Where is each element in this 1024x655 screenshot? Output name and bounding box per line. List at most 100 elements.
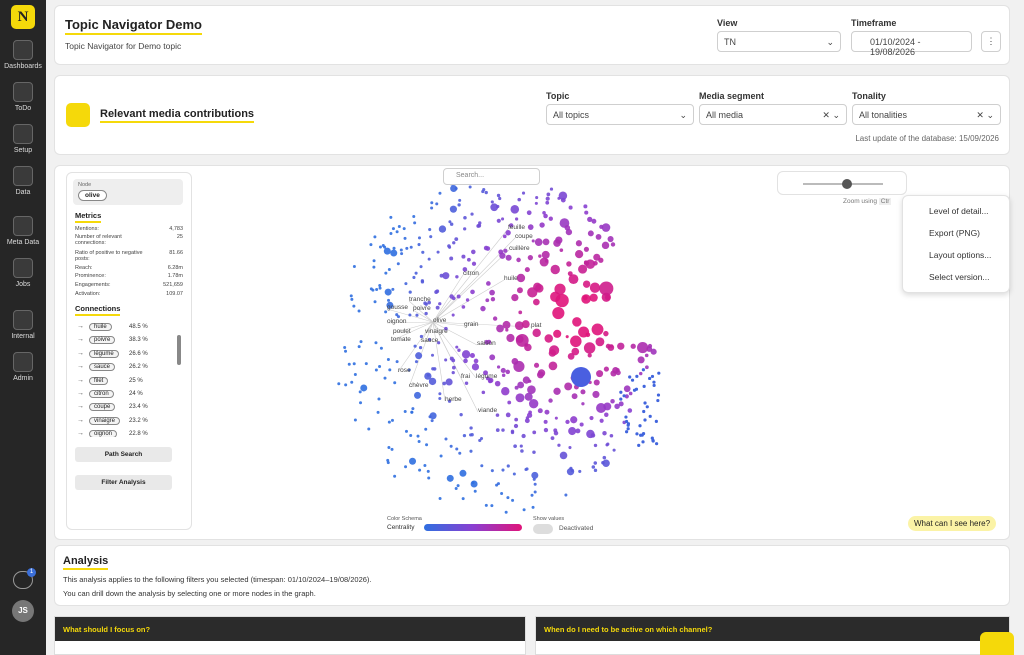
node-label[interactable]: gousse [387, 304, 408, 311]
node-label[interactable]: cuillère [509, 245, 530, 252]
nav-item[interactable]: Meta Data [0, 216, 46, 246]
zoom-control[interactable] [777, 171, 907, 195]
graph-node [397, 225, 401, 229]
timeframe-select[interactable]: 01/10/2024 - 19/08/2026 [851, 31, 972, 57]
graph-node [559, 248, 564, 252]
graph-node [564, 493, 568, 497]
zoom-thumb[interactable] [842, 179, 852, 189]
node-label[interactable]: feuille [508, 224, 525, 231]
node-label[interactable]: plat [531, 322, 542, 329]
node-label[interactable]: rose [398, 367, 411, 374]
node-label[interactable]: herbe [445, 396, 462, 403]
connection-chip[interactable]: filet [89, 376, 109, 385]
menu-item[interactable]: Export (PNG) [929, 228, 981, 238]
connection-chip[interactable]: huile [89, 323, 112, 331]
tonality-select[interactable]: All tonalities ✕ ⌄ [852, 104, 1001, 125]
node-label[interactable]: chèvre [409, 382, 429, 389]
connection-chip[interactable]: vinaigre [89, 416, 121, 425]
graph-node [429, 412, 437, 420]
graph-node [619, 397, 623, 401]
graph-node [554, 283, 566, 295]
connection-chip[interactable]: oignon [89, 430, 118, 437]
graph-node [414, 360, 419, 364]
chat-button[interactable] [980, 632, 1014, 655]
graph-node [565, 335, 569, 339]
node-label[interactable]: tranche [409, 296, 431, 303]
nav-item[interactable]: Setup [0, 124, 46, 154]
node-label[interactable]: coupe [515, 233, 533, 240]
node-label[interactable]: sauce [421, 337, 439, 344]
graph-node [531, 471, 539, 479]
graph-node [505, 254, 512, 261]
graph-node [533, 362, 540, 368]
node-label[interactable]: poulet [393, 328, 411, 335]
graph-node [449, 444, 453, 448]
connection-chip[interactable]: légume [89, 349, 119, 358]
graph-node [514, 217, 519, 221]
graph-node [390, 418, 394, 422]
nav-item[interactable]: Jobs [0, 258, 46, 288]
node-label[interactable]: légume [476, 373, 498, 380]
graph-node [557, 443, 561, 447]
graph-node [375, 287, 379, 291]
nav-item[interactable]: Data [0, 166, 46, 196]
graph-node [507, 400, 512, 405]
graph-node [374, 368, 378, 372]
help-button[interactable]: What can I see here? [908, 516, 997, 531]
node-label[interactable]: poivre [413, 305, 431, 312]
graph-node [531, 505, 535, 509]
connection-chip[interactable]: poivre [89, 336, 116, 345]
logo[interactable]: N [11, 5, 35, 29]
filter-analysis-button[interactable]: Filter Analysis [75, 475, 172, 490]
graph-node [605, 343, 611, 349]
graph-node [572, 317, 582, 327]
search-box[interactable]: Search... [443, 168, 540, 185]
nav-item[interactable]: Internal [0, 310, 46, 340]
node-label[interactable]: oignon [387, 318, 407, 325]
graph-node [452, 241, 456, 245]
nav-icon [13, 310, 33, 330]
connection-chip[interactable]: citron [89, 390, 114, 398]
nav-item[interactable]: Dashboards [0, 40, 46, 70]
connection-chip[interactable]: coupe [89, 403, 116, 412]
node-label[interactable]: huile [504, 275, 518, 282]
node-label[interactable]: citron [463, 270, 479, 277]
graph-node [583, 204, 588, 209]
graph-node [648, 376, 652, 381]
graph-node [591, 465, 596, 469]
nav-item[interactable]: Admin [0, 352, 46, 382]
graph-node [575, 428, 581, 434]
bell-icon[interactable] [13, 571, 33, 589]
view-select[interactable]: TN ⌄ [717, 31, 841, 52]
channel-panel-title: When do I need to be active on which cha… [536, 617, 1009, 641]
nav-icon [13, 40, 33, 60]
node-label[interactable]: olive [433, 317, 447, 324]
graph-node [610, 242, 616, 247]
graph-node [437, 341, 441, 345]
show-values-toggle[interactable] [533, 524, 553, 534]
node-label[interactable]: viande [478, 407, 498, 414]
menu-item[interactable]: Select version... [929, 272, 990, 282]
node-label[interactable]: frai [461, 373, 470, 380]
path-search-button[interactable]: Path Search [75, 447, 172, 462]
connection-chip[interactable]: sauce [89, 363, 116, 372]
node-label[interactable]: grain [464, 321, 479, 328]
node-label[interactable]: saison [477, 340, 496, 347]
graph-node [575, 240, 582, 247]
more-button[interactable]: ⋮ [981, 31, 1001, 52]
topic-select[interactable]: All topics ⌄ [546, 104, 694, 125]
graph-node [623, 385, 631, 393]
graph[interactable]: feuille coupe cuillère citron huile tranchego… [55, 166, 1009, 539]
graph-node [584, 210, 589, 215]
node-label[interactable]: vinaigre [425, 328, 448, 335]
media-select[interactable]: All media ✕ ⌄ [699, 104, 847, 125]
node-chip[interactable]: olive [78, 190, 107, 201]
avatar[interactable]: JS [12, 600, 34, 622]
node-label[interactable]: tomate [391, 336, 411, 343]
menu-item[interactable]: Layout options... [929, 250, 992, 260]
graph-node [589, 282, 601, 293]
nav-item[interactable]: ToDo [0, 82, 46, 112]
menu-item[interactable]: Level of detail... [929, 206, 989, 216]
graph-node [564, 382, 573, 391]
graph-node [637, 341, 649, 354]
